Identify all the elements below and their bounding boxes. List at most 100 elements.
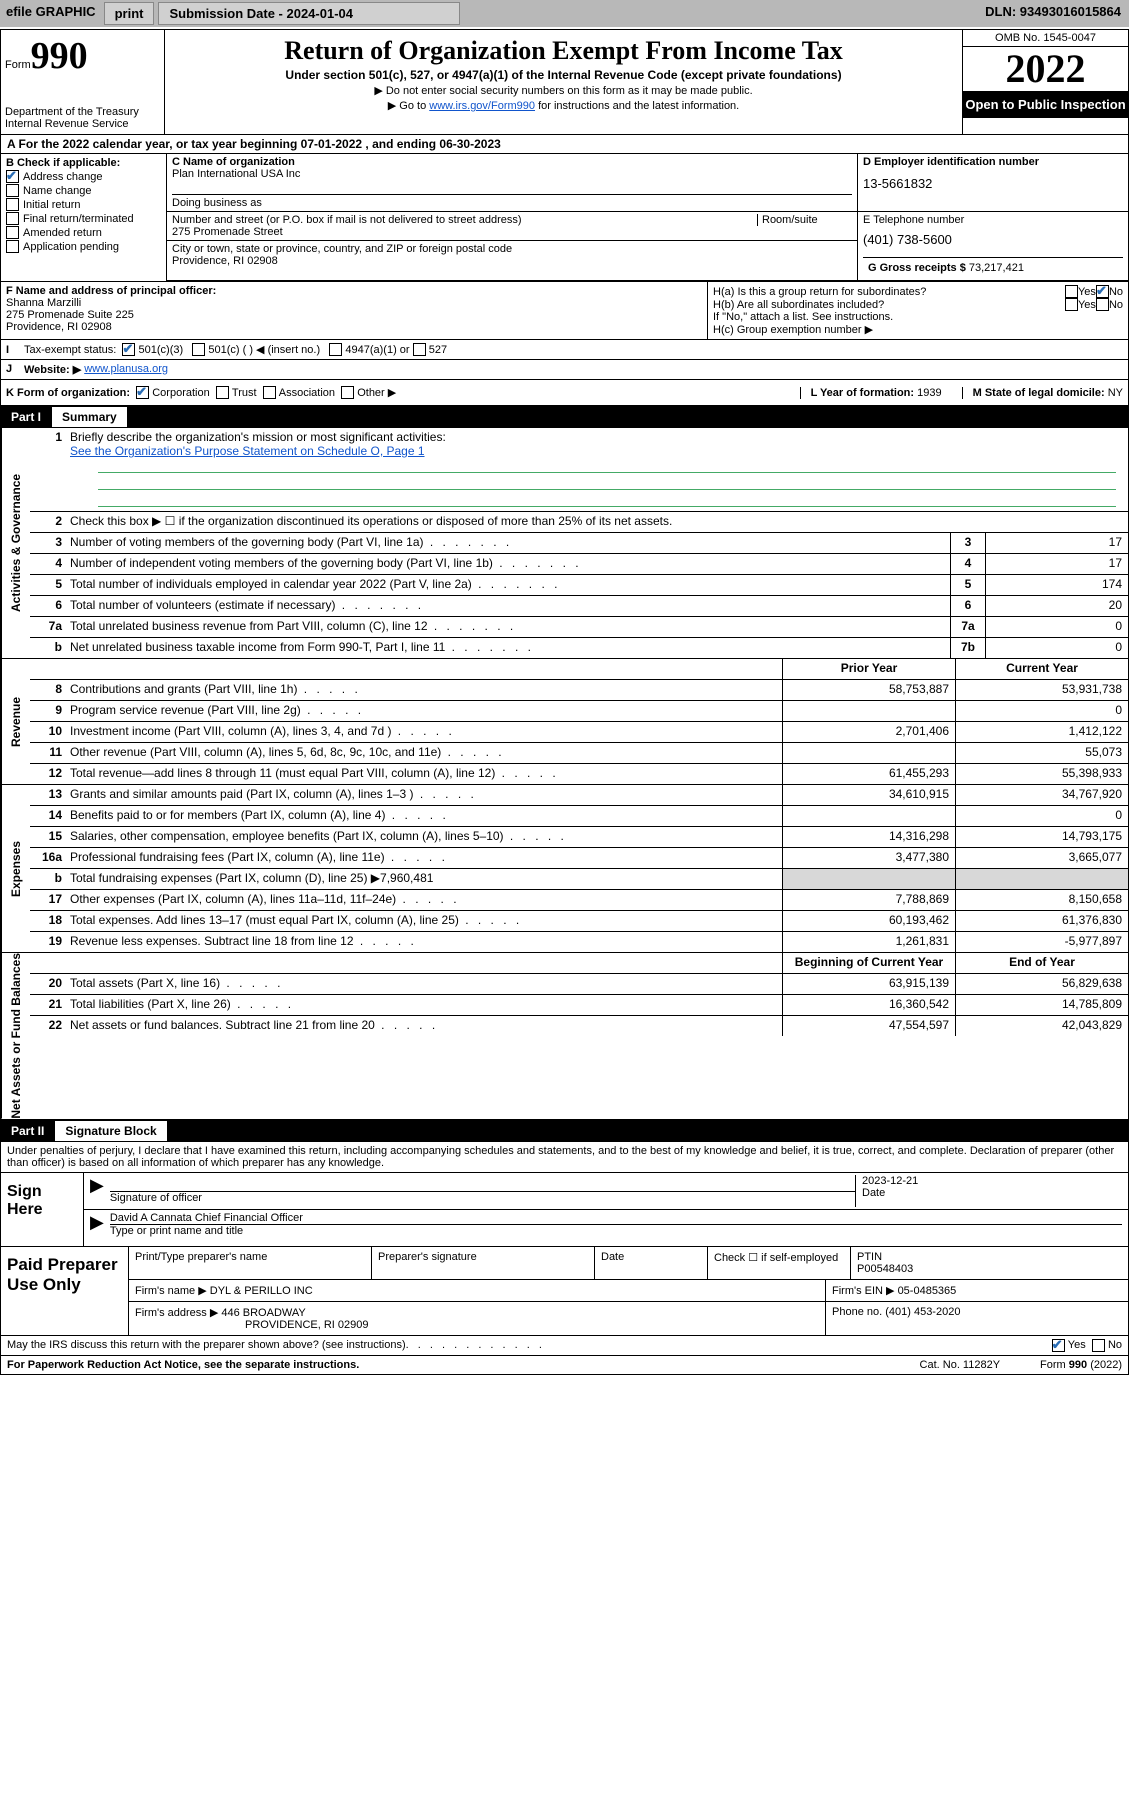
officer-name: Shanna Marzilli bbox=[6, 297, 702, 309]
preparer-label: Paid Preparer Use Only bbox=[1, 1247, 129, 1335]
part1-header: Part I Summary bbox=[1, 406, 1128, 428]
row-a-label: A For the 2022 calendar year, or tax yea… bbox=[7, 137, 301, 151]
opt-501c: 501(c) ( ) ◀ (insert no.) bbox=[208, 343, 320, 356]
footer-row: For Paperwork Reduction Act Notice, see … bbox=[1, 1356, 1128, 1374]
summary-row: 18Total expenses. Add lines 13–17 (must … bbox=[30, 910, 1128, 931]
firm-addr1: 446 BROADWAY bbox=[221, 1307, 305, 1319]
officer-addr2: Providence, RI 02908 bbox=[6, 321, 702, 333]
gross-value: 73,217,421 bbox=[969, 262, 1024, 274]
section-cde: C Name of organization Plan Internationa… bbox=[167, 154, 1128, 281]
summary-row: 11Other revenue (Part VIII, column (A), … bbox=[30, 742, 1128, 763]
goto-pre: ▶ Go to bbox=[388, 100, 429, 112]
discuss-no-checkbox[interactable] bbox=[1092, 1339, 1105, 1352]
form-subtitle: Under section 501(c), 527, or 4947(a)(1)… bbox=[171, 68, 956, 82]
firm-addr-label: Firm's address ▶ bbox=[135, 1307, 218, 1319]
form-footer: Form 990 (2022) bbox=[1040, 1359, 1122, 1371]
section-h: H(a) Is this a group return for subordin… bbox=[708, 282, 1128, 339]
dba-label: Doing business as bbox=[172, 197, 262, 209]
chk-name-change[interactable] bbox=[6, 184, 19, 197]
summary-row: 15Salaries, other compensation, employee… bbox=[30, 826, 1128, 847]
officer-printed-name: David A Cannata Chief Financial Officer bbox=[110, 1212, 1122, 1225]
website-title: Website: ▶ bbox=[24, 363, 81, 376]
paperwork-notice: For Paperwork Reduction Act Notice, see … bbox=[7, 1359, 359, 1371]
city-label: City or town, state or province, country… bbox=[172, 243, 852, 255]
hb-no-checkbox[interactable] bbox=[1096, 298, 1109, 311]
column-header-row: Beginning of Current YearEnd of Year bbox=[30, 953, 1128, 973]
chk-527[interactable] bbox=[413, 343, 426, 356]
firm-name-value: DYL & PERILLO INC bbox=[210, 1285, 313, 1297]
chk-amended-return[interactable] bbox=[6, 226, 19, 239]
domicile-label: M State of legal domicile: bbox=[973, 387, 1105, 399]
ha-no: No bbox=[1109, 286, 1123, 298]
cat-no: Cat. No. 11282Y bbox=[920, 1359, 1001, 1371]
chk-application-pending[interactable] bbox=[6, 240, 19, 253]
top-toolbar: efile GRAPHIC print Submission Date - 20… bbox=[0, 0, 1129, 27]
domicile-value: NY bbox=[1108, 387, 1123, 399]
hb-yes-checkbox[interactable] bbox=[1065, 298, 1078, 311]
city-value: Providence, RI 02908 bbox=[172, 255, 852, 267]
part1-title: Summary bbox=[52, 407, 127, 427]
lbl-initial-return: Initial return bbox=[23, 199, 80, 211]
header-mid: Return of Organization Exempt From Incom… bbox=[165, 30, 962, 134]
firm-addr2: PROVIDENCE, RI 02909 bbox=[245, 1319, 369, 1331]
chk-initial-return[interactable] bbox=[6, 198, 19, 211]
section-e-g: E Telephone number (401) 738-5600 G Gros… bbox=[857, 212, 1128, 280]
org-name: Plan International USA Inc bbox=[172, 168, 852, 180]
ein-label: D Employer identification number bbox=[863, 156, 1123, 168]
sig-date-value: 2023-12-21 bbox=[862, 1175, 1122, 1187]
discuss-yes-checkbox[interactable] bbox=[1052, 1339, 1065, 1352]
hb-yes: Yes bbox=[1078, 299, 1096, 311]
summary-row: 5Total number of individuals employed in… bbox=[30, 574, 1128, 595]
ha-no-checkbox[interactable] bbox=[1096, 285, 1109, 298]
prep-date-col: Date bbox=[595, 1247, 708, 1279]
summary-row: bTotal fundraising expenses (Part IX, co… bbox=[30, 868, 1128, 889]
summary-row: 17Other expenses (Part IX, column (A), l… bbox=[30, 889, 1128, 910]
chk-address-change[interactable] bbox=[6, 170, 19, 183]
chk-501c[interactable] bbox=[192, 343, 205, 356]
summary-row: 8Contributions and grants (Part VIII, li… bbox=[30, 679, 1128, 700]
chk-corporation[interactable] bbox=[136, 386, 149, 399]
tel-label: E Telephone number bbox=[863, 214, 1123, 226]
opt-trust: Trust bbox=[232, 387, 257, 399]
chk-501c3[interactable] bbox=[122, 343, 135, 356]
website-link[interactable]: www.planusa.org bbox=[84, 363, 168, 376]
chk-4947[interactable] bbox=[329, 343, 342, 356]
summary-section: Activities & Governance1Briefly describe… bbox=[1, 428, 1128, 659]
summary-row: 20Total assets (Part X, line 16) . . . .… bbox=[30, 973, 1128, 994]
prep-self-employed: Check ☐ if self-employed bbox=[708, 1247, 851, 1279]
hb-label: H(b) Are all subordinates included? bbox=[713, 299, 1065, 311]
print-button[interactable]: print bbox=[104, 2, 155, 25]
firm-name-label: Firm's name ▶ bbox=[135, 1285, 207, 1297]
ha-yes-checkbox[interactable] bbox=[1065, 285, 1078, 298]
chk-final-return[interactable] bbox=[6, 212, 19, 225]
irs-link[interactable]: www.irs.gov/Form990 bbox=[429, 100, 535, 112]
row-j-label: J bbox=[6, 363, 24, 376]
section-f: F Name and address of principal officer:… bbox=[1, 282, 708, 339]
chk-association[interactable] bbox=[263, 386, 276, 399]
gross-label: G Gross receipts $ bbox=[868, 262, 966, 274]
open-public-badge: Open to Public Inspection bbox=[963, 91, 1128, 118]
submission-date-button[interactable]: Submission Date - 2024-01-04 bbox=[158, 2, 460, 25]
sign-here-label: Sign Here bbox=[1, 1173, 84, 1246]
part1-body: Activities & Governance1Briefly describe… bbox=[1, 428, 1128, 1120]
row-a-mid: , and ending bbox=[365, 137, 439, 151]
section-content: Prior YearCurrent Year8Contributions and… bbox=[30, 659, 1128, 784]
opt-501c3: 501(c)(3) bbox=[139, 344, 184, 356]
summary-row: 10Investment income (Part VIII, column (… bbox=[30, 721, 1128, 742]
summary-row: 22Net assets or fund balances. Subtract … bbox=[30, 1015, 1128, 1036]
header-left: Form990 Department of the Treasury Inter… bbox=[1, 30, 165, 134]
year-formation-value: 1939 bbox=[917, 387, 941, 399]
omb-number: OMB No. 1545-0047 bbox=[963, 30, 1128, 47]
hb-note: If "No," attach a list. See instructions… bbox=[713, 311, 1123, 323]
org-info-grid: B Check if applicable: Address change Na… bbox=[1, 154, 1128, 282]
summary-row: 19Revenue less expenses. Subtract line 1… bbox=[30, 931, 1128, 952]
tax-year-begin: 07-01-2022 bbox=[301, 137, 362, 151]
discuss-yes: Yes bbox=[1068, 1339, 1086, 1351]
irs-label: Internal Revenue Service bbox=[5, 118, 160, 130]
chk-other[interactable] bbox=[341, 386, 354, 399]
schedule-o-link[interactable]: See the Organization's Purpose Statement… bbox=[70, 444, 425, 458]
section-b-title: B Check if applicable: bbox=[6, 157, 161, 169]
chk-trust[interactable] bbox=[216, 386, 229, 399]
firm-ein-label: Firm's EIN ▶ bbox=[832, 1285, 895, 1297]
form-number: 990 bbox=[31, 35, 88, 77]
